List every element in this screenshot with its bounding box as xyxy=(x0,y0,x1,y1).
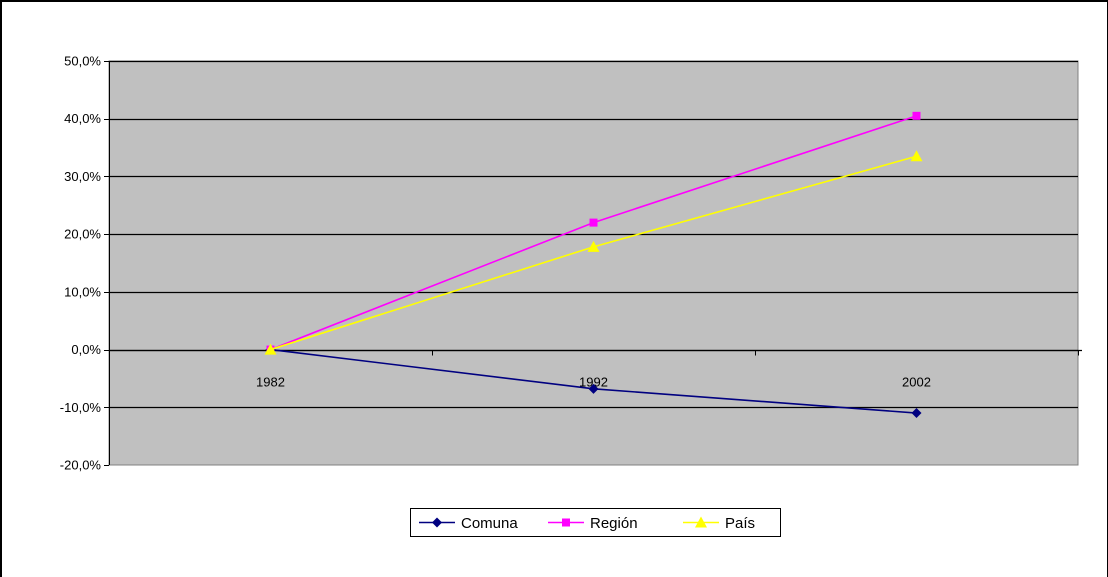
y-tick-label: 20,0% xyxy=(64,227,101,242)
legend-marker-comuna xyxy=(432,517,442,528)
legend-marker-region xyxy=(562,518,570,527)
legend-label-comuna: Comuna xyxy=(461,515,518,532)
x-tick-label: 1982 xyxy=(256,375,285,390)
y-tick-label: 40,0% xyxy=(64,111,101,126)
y-tick-label: 30,0% xyxy=(64,169,101,184)
data-point-pais xyxy=(587,240,600,252)
data-point-region xyxy=(589,218,598,227)
y-tick-label: 50,0% xyxy=(64,54,101,69)
plot-area xyxy=(108,60,1079,466)
x-tick-labels: 1982 1992 2002 xyxy=(256,375,931,390)
data-point-comuna xyxy=(911,408,922,419)
data-point-region xyxy=(912,111,921,120)
series-lines xyxy=(264,111,923,419)
y-tick-label: -20,0% xyxy=(60,458,102,473)
x-tick-label: 1992 xyxy=(579,375,608,390)
data-point-pais xyxy=(264,343,277,355)
legend-marker-pais xyxy=(695,516,707,528)
legend-label-pais: País xyxy=(725,515,755,532)
legend-label-region: Región xyxy=(590,515,638,532)
series-pais xyxy=(264,150,923,355)
y-tick-label: -10,0% xyxy=(60,400,102,415)
x-tick-label: 2002 xyxy=(902,375,931,390)
y-tick-label: 0,0% xyxy=(71,342,101,357)
y-tick-labels: -20,0% -10,0% 0,0% 10,0% 20,0% 30,0% 40,0% 50,0… xyxy=(60,54,102,473)
y-tick-label: 10,0% xyxy=(64,284,101,299)
data-point-pais xyxy=(910,150,923,162)
legend: Comuna Región País xyxy=(410,508,781,537)
data-point-comuna xyxy=(588,383,599,394)
